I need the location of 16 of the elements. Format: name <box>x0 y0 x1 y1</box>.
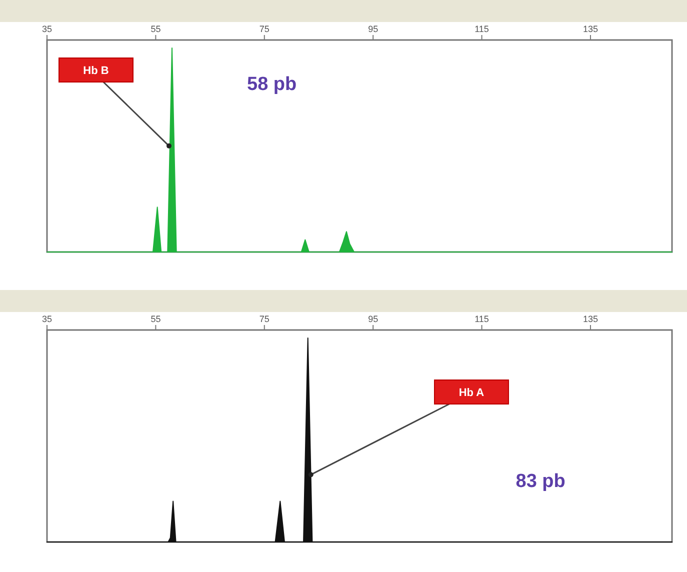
x-tick-label: 95 <box>368 314 378 324</box>
annotation: Hb B <box>83 65 109 77</box>
annotation: 83 pb <box>516 471 566 492</box>
x-tick-label: 35 <box>42 24 52 34</box>
x-tick-label: 75 <box>259 24 270 34</box>
x-tick-label: 55 <box>150 24 161 34</box>
x-tick-label: 135 <box>582 314 598 324</box>
x-tick-label: 115 <box>474 24 489 34</box>
annotation: Hb A <box>458 387 484 399</box>
annotation: 58 pb <box>247 74 297 95</box>
x-tick-label: 55 <box>150 314 161 324</box>
x-tick-label: 115 <box>474 314 489 324</box>
x-tick-label: 35 <box>42 314 52 324</box>
x-tick-label: 95 <box>368 24 378 34</box>
x-tick-label: 75 <box>259 314 270 324</box>
x-tick-label: 135 <box>582 24 598 34</box>
